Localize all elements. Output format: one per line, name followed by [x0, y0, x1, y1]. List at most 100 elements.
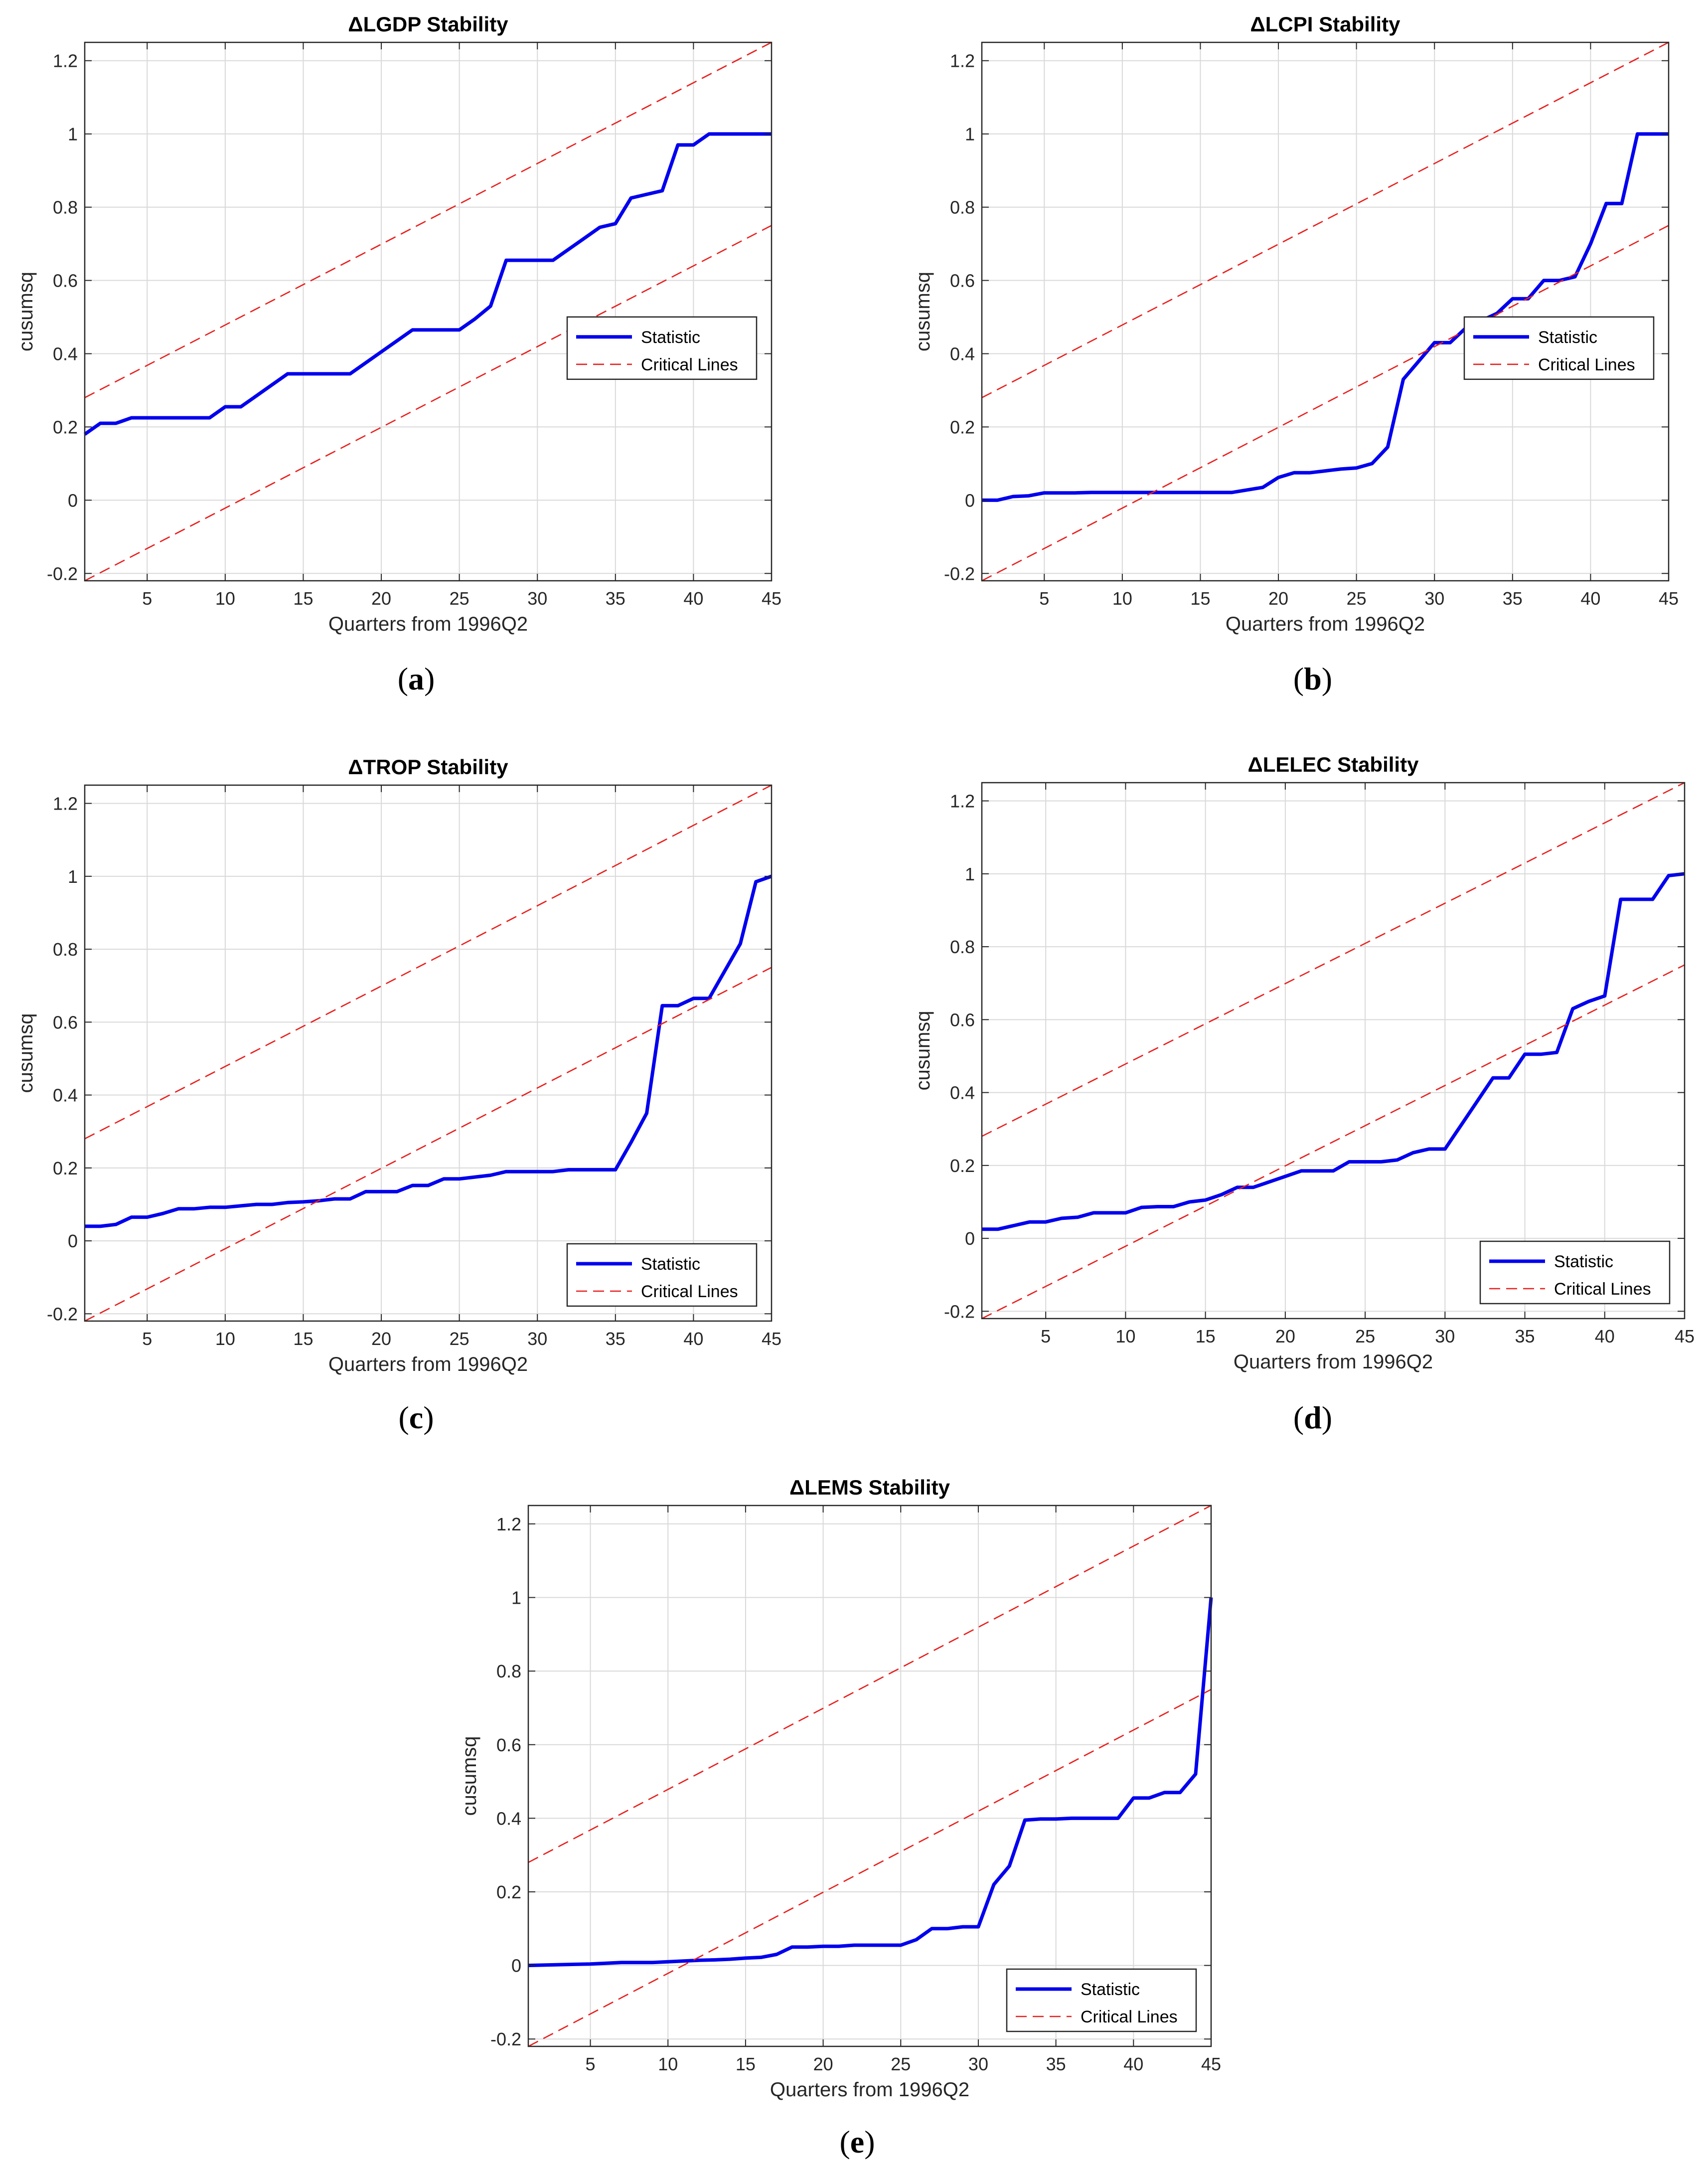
chart-svg: 5 10 15 20 25 30 35 40 45 -0.2 0 0.2 0.4 0.6 0.8 1 1.2 ΔL…: [15, 12, 781, 635]
chart-panel-e: 5 10 15 20 25 30 35 40 45 -0.2 0 0.2 0.4 0.6 0.8 1 1.2 ΔL…: [439, 1446, 1236, 2175]
legend-label: Critical Lines: [1554, 1280, 1651, 1299]
chart-panel-c: 5 10 15 20 25 30 35 40 45 -0.2 0 0.2 0.4 0.6 0.8 1 1.2 ΔT…: [0, 723, 822, 1446]
panel-label: (b): [1293, 661, 1333, 696]
legend: Statistic Critical Lines: [1463, 316, 1655, 380]
legend-label: Statistic: [1081, 1980, 1140, 1999]
legend-box: [1479, 1240, 1671, 1305]
y-tick-label: 0: [965, 490, 975, 510]
axes-box: [981, 41, 1670, 582]
x-tick-label: 35: [606, 1329, 625, 1349]
x-tick-label: 15: [1190, 588, 1210, 609]
y-tick-label: 1: [965, 864, 975, 884]
critical-line: [84, 784, 772, 1140]
y-tick-label: 1: [511, 1588, 521, 1608]
panel-label: (d): [1293, 1400, 1333, 1435]
statistic-line: [83, 132, 772, 436]
chart-title: ΔLGDP Stability: [348, 12, 508, 36]
x-tick-label: 45: [762, 588, 781, 609]
x-tick-label: 20: [371, 1329, 391, 1349]
x-tick-label: 30: [1435, 1326, 1455, 1346]
legend-box: [1006, 1968, 1197, 2032]
x-axis-label: Quarters from 1996Q2: [770, 2079, 969, 2101]
x-tick-label: 35: [1515, 1326, 1535, 1346]
x-tick-label: 40: [683, 1329, 703, 1349]
critical-line: [981, 782, 1685, 1137]
legend: Statistic Critical Lines: [1479, 1240, 1671, 1305]
axes-box: [84, 41, 773, 582]
chart-title: ΔTROP Stability: [348, 755, 508, 779]
y-tick-label: 1: [965, 124, 975, 145]
x-axis-label: Quarters from 1996Q2: [328, 613, 528, 635]
legend: Statistic Critical Lines: [566, 316, 758, 380]
x-tick-label: 30: [1424, 588, 1444, 609]
y-tick-label: 1.2: [53, 51, 78, 71]
x-tick-label: 15: [736, 2054, 756, 2074]
y-axis-label: cusumsq: [459, 1736, 480, 1816]
x-axis-label: Quarters from 1996Q2: [1234, 1351, 1433, 1373]
y-tick-label: 0.2: [496, 1882, 521, 1902]
x-tick-label: 15: [1196, 1326, 1216, 1346]
panel-label: (a): [397, 661, 435, 696]
y-tick-label: 0.6: [950, 1009, 975, 1030]
y-tick-label: -0.2: [47, 563, 78, 584]
y-tick-label: 0.8: [950, 197, 975, 218]
plot-area: [528, 1506, 1211, 2046]
x-tick-label: 5: [142, 588, 152, 609]
critical-line: [528, 1505, 1212, 1863]
critical-line: [84, 967, 772, 1322]
statistic-line: [982, 872, 1685, 1231]
panel-label: (e): [839, 2124, 875, 2160]
chart-title: ΔLELEC Stability: [1248, 753, 1419, 776]
legend-label: Statistic: [641, 328, 700, 347]
y-tick-label: 0.4: [950, 1083, 975, 1103]
y-axis-label: cusumsq: [912, 1010, 934, 1090]
chart-panel-a: 5 10 15 20 25 30 35 40 45 -0.2 0 0.2 0.4 0.6 0.8 1 1.2 ΔL…: [0, 0, 822, 723]
y-tick-label: 0: [965, 1228, 975, 1249]
y-tick-label: 0.4: [950, 343, 975, 364]
x-tick-label: 10: [215, 1329, 235, 1349]
y-axis-label: cusumsq: [15, 272, 37, 351]
plot-area: [85, 42, 772, 581]
x-tick-label: 35: [1503, 588, 1523, 609]
y-axis-label: cusumsq: [912, 272, 934, 351]
x-tick-label: 20: [1268, 588, 1288, 609]
x-tick-label: 40: [1595, 1326, 1615, 1346]
y-tick-label: 0: [68, 490, 78, 510]
chart-panel-b: 5 10 15 20 25 30 35 40 45 -0.2 0 0.2 0.4 0.6 0.8 1 1.2 ΔL…: [897, 0, 1708, 723]
x-tick-label: 5: [1041, 1326, 1051, 1346]
x-tick-label: 40: [1580, 588, 1600, 609]
y-tick-label: 1.2: [53, 794, 78, 814]
x-tick-label: 45: [1675, 1326, 1695, 1346]
critical-line: [981, 41, 1669, 398]
statistic-line: [982, 132, 1669, 502]
axes-box: [981, 782, 1686, 1320]
y-tick-label: 0.4: [53, 343, 78, 364]
x-axis-label: Quarters from 1996Q2: [328, 1353, 528, 1375]
x-tick-label: 5: [586, 2054, 596, 2074]
x-tick-label: 10: [658, 2054, 678, 2074]
critical-line: [84, 41, 772, 398]
legend-box: [566, 1243, 758, 1307]
critical-line: [981, 964, 1685, 1320]
legend: Statistic Critical Lines: [1006, 1968, 1197, 2032]
x-tick-label: 40: [1123, 2054, 1143, 2074]
statistic-line: [85, 874, 773, 1228]
x-tick-label: 40: [683, 588, 703, 609]
x-tick-label: 25: [450, 588, 469, 609]
y-tick-label: -0.2: [944, 563, 975, 584]
legend-label: Statistic: [1554, 1252, 1613, 1271]
x-tick-label: 10: [1115, 1326, 1135, 1346]
chart-title: ΔLEMS Stability: [789, 1476, 950, 1499]
legend-label: Critical Lines: [1081, 2008, 1178, 2026]
y-tick-label: 1: [68, 124, 78, 145]
y-tick-label: -0.2: [47, 1304, 78, 1324]
chart-svg: 5 10 15 20 25 30 35 40 45 -0.2 0 0.2 0.4 0.6 0.8 1 1.2 ΔT…: [15, 755, 781, 1375]
plot-area: [982, 783, 1685, 1319]
y-tick-label: -0.2: [944, 1301, 975, 1322]
y-tick-label: 1.2: [496, 1514, 521, 1534]
y-tick-label: 1: [68, 866, 78, 887]
x-tick-label: 30: [527, 1329, 547, 1349]
x-tick-label: 15: [293, 588, 313, 609]
y-tick-label: -0.2: [490, 2029, 521, 2049]
x-tick-label: 20: [813, 2054, 833, 2074]
